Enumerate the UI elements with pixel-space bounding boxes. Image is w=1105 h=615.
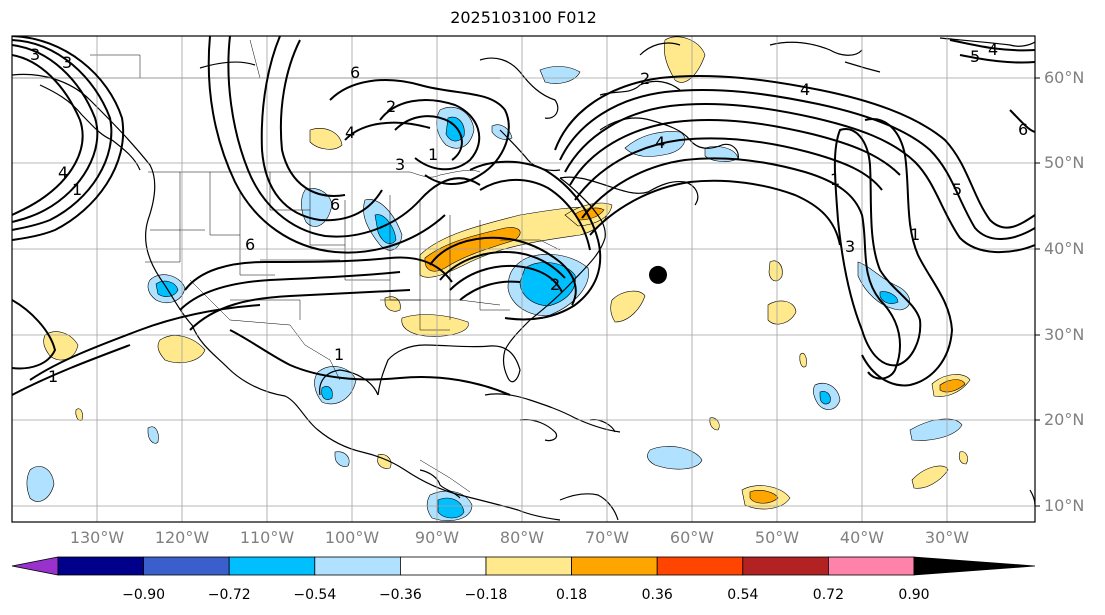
contour-labels: 3 3 4 1 6 2 4 1 6 6 3 1 1 4 4 1 3 1 5 5 …: [30, 40, 1028, 386]
colorbar-label: 0.72: [812, 587, 844, 603]
contour-label: 6: [1018, 120, 1028, 139]
colorbar-segment: [314, 556, 401, 576]
contour-label: 3: [395, 155, 405, 174]
lon-label: 120°W: [154, 528, 210, 547]
negative-shading: [26, 66, 963, 521]
political-borders: [12, 39, 561, 493]
colorbar-label: 0.90: [898, 587, 930, 603]
lat-label: 20°N: [1044, 410, 1085, 429]
colorbar-segment: [828, 556, 915, 576]
contour-label: 4: [655, 133, 665, 152]
colorbar-segment: [228, 556, 316, 576]
colorbar-extend-high: [913, 556, 1036, 576]
colorbar-label: 0.36: [641, 587, 673, 603]
lon-label: 90°W: [414, 528, 460, 547]
contour-label: 1: [72, 180, 82, 199]
colorbar-label: 0.18: [556, 587, 588, 603]
lon-label: 30°W: [924, 528, 970, 547]
lon-label: 100°W: [324, 528, 380, 547]
lon-label: 80°W: [499, 528, 545, 547]
contour-label: 1: [830, 170, 840, 189]
contour-label: 2: [550, 275, 560, 294]
storm-position-marker: [649, 265, 667, 284]
lat-label: 50°N: [1044, 153, 1085, 172]
contour-label: 4: [345, 123, 355, 142]
map-title: 2025103100 F012: [450, 8, 597, 27]
contour-label: 4: [800, 80, 810, 99]
positive-shading: [43, 36, 971, 510]
lon-label: 70°W: [584, 528, 630, 547]
contour-label: 5: [952, 180, 962, 199]
contour-label: 2: [640, 69, 650, 88]
lon-label: 130°W: [69, 528, 125, 547]
lat-label: 60°N: [1044, 68, 1085, 87]
colorbar: [11, 556, 1036, 576]
lon-label: 40°W: [839, 528, 885, 547]
colorbar-segment: [656, 556, 744, 576]
contour-label: 6: [330, 195, 340, 214]
lon-label: 110°W: [239, 528, 295, 547]
colorbar-segment: [571, 556, 658, 576]
contour-label: 4: [988, 40, 998, 59]
map-frame: [11, 35, 1036, 523]
contour-label: 6: [245, 235, 255, 254]
contour-label: 3: [62, 53, 72, 72]
contour-label: 1: [428, 145, 438, 164]
height-contours: [12, 36, 1035, 396]
axis-ticks: [1035, 77, 1040, 507]
contour-label: 1: [48, 367, 58, 386]
colorbar-segment: [742, 556, 829, 576]
colorbar-label: −0.72: [207, 587, 251, 603]
coastlines: [12, 37, 1035, 521]
contour-label: 3: [30, 45, 40, 64]
contour-label: 3: [845, 237, 855, 256]
lat-label: 40°N: [1044, 239, 1085, 258]
colorbar-label: −0.90: [122, 587, 166, 603]
colorbar-segment: [485, 556, 572, 576]
colorbar-segment: [143, 556, 230, 576]
contour-label: 4: [58, 163, 68, 182]
contour-label: 1: [334, 345, 344, 364]
lon-label: 50°W: [754, 528, 800, 547]
contour-label: 6: [350, 63, 360, 82]
lon-label: 60°W: [669, 528, 715, 547]
lat-label: 10°N: [1044, 496, 1085, 515]
lat-label: 30°N: [1044, 325, 1085, 344]
colorbar-label: 0.54: [727, 587, 759, 603]
colorbar-extend-low: [11, 556, 59, 576]
colorbar-segment: [57, 556, 144, 576]
contour-label: 2: [386, 97, 396, 116]
contour-label: 5: [970, 47, 980, 66]
colorbar-label: −0.18: [464, 587, 508, 603]
colorbar-label: −0.54: [293, 587, 337, 603]
contour-label: 1: [910, 225, 920, 244]
map-layers: 3 3 4 1 6 2 4 1 6 6 3 1 1 4 4 1 3 1 5 5 …: [12, 36, 1035, 522]
colorbar-label: −0.36: [378, 587, 422, 603]
colorbar-segment: [399, 556, 487, 576]
